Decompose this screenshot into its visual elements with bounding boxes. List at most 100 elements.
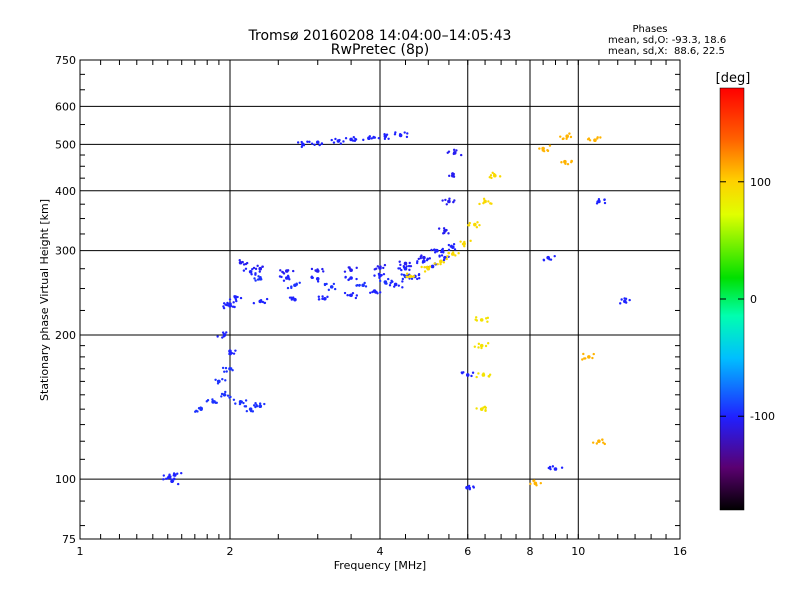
data-point <box>428 265 432 268</box>
data-point <box>222 305 225 308</box>
data-point <box>533 479 536 482</box>
data-point <box>194 410 197 413</box>
data-point <box>248 269 253 274</box>
data-point <box>601 438 604 441</box>
data-point <box>321 295 324 298</box>
data-point <box>205 400 208 403</box>
data-point <box>282 272 286 275</box>
data-point <box>432 248 436 252</box>
data-point <box>459 240 462 243</box>
data-point <box>430 265 434 268</box>
data-point <box>628 298 631 302</box>
data-point <box>551 465 555 468</box>
data-point <box>169 476 172 480</box>
data-point <box>477 346 480 349</box>
data-point <box>452 242 456 246</box>
data-point <box>591 441 595 444</box>
data-point <box>447 150 451 153</box>
data-point <box>488 373 492 376</box>
data-point <box>441 199 444 202</box>
data-point <box>280 275 283 279</box>
y-tick-label: 600 <box>55 100 76 113</box>
data-point <box>409 264 413 268</box>
ticks-layer: 1 2 4 6 8 10 16 75 100 200 300 400 500 600 750 <box>55 54 687 558</box>
data-point <box>586 138 590 141</box>
data-points <box>162 131 631 491</box>
data-point <box>422 255 426 260</box>
data-point <box>443 231 446 235</box>
data-point <box>292 269 295 273</box>
data-point <box>242 401 245 405</box>
data-point <box>624 301 628 304</box>
data-point <box>244 267 248 270</box>
data-point <box>173 477 176 481</box>
data-point <box>376 292 379 295</box>
data-point <box>252 301 256 305</box>
data-point <box>221 336 224 339</box>
data-point <box>603 201 607 205</box>
colorbar-tick-label: 100 <box>750 176 771 189</box>
data-point <box>548 144 552 147</box>
data-point <box>355 294 359 297</box>
data-point <box>421 261 425 264</box>
data-point <box>560 161 563 164</box>
data-point <box>452 148 456 152</box>
data-point <box>473 222 477 227</box>
data-point <box>562 137 565 140</box>
data-point <box>347 278 351 281</box>
data-point <box>239 296 243 300</box>
data-point <box>553 467 558 471</box>
data-point <box>398 260 401 263</box>
data-point <box>255 403 258 407</box>
data-point <box>587 355 591 359</box>
data-point <box>230 367 233 370</box>
data-point <box>244 262 248 266</box>
data-point <box>452 200 455 204</box>
y-tick-label: 300 <box>55 245 76 258</box>
data-point <box>475 226 479 229</box>
data-point <box>430 248 433 252</box>
data-point <box>379 265 382 268</box>
y-tick-label: 400 <box>55 185 76 198</box>
data-point <box>447 232 450 235</box>
x-tick-label: 2 <box>227 545 234 558</box>
data-point <box>542 149 546 153</box>
data-point <box>447 248 451 252</box>
data-point <box>323 282 327 286</box>
data-point <box>419 256 422 260</box>
data-point <box>553 254 556 258</box>
data-point <box>408 261 411 265</box>
data-point <box>254 272 257 275</box>
data-point <box>465 486 468 489</box>
data-point <box>224 366 228 370</box>
stats-line-x: mean, sd,X: 88.6, 22.5 <box>608 46 725 57</box>
data-point <box>489 202 492 205</box>
data-point <box>295 283 299 286</box>
data-point <box>244 399 248 402</box>
data-point <box>393 285 396 288</box>
data-point <box>221 331 225 334</box>
data-point <box>420 265 423 269</box>
data-point <box>249 409 253 413</box>
data-point <box>196 410 199 413</box>
data-point <box>261 265 264 268</box>
data-point <box>374 291 377 294</box>
data-point <box>352 136 355 139</box>
data-point <box>436 263 439 266</box>
data-point <box>433 251 437 254</box>
data-point <box>487 200 490 203</box>
data-point <box>401 277 405 281</box>
data-point <box>486 342 490 345</box>
data-point <box>454 254 457 257</box>
data-point <box>452 175 456 178</box>
data-point <box>302 143 306 147</box>
data-point <box>318 143 321 147</box>
data-point <box>405 275 408 278</box>
data-point <box>224 379 227 382</box>
data-point <box>378 276 381 280</box>
data-point <box>298 281 301 285</box>
data-point <box>368 135 372 138</box>
data-point <box>393 133 397 136</box>
x-tick-label: 16 <box>673 545 687 558</box>
data-point <box>417 273 421 276</box>
